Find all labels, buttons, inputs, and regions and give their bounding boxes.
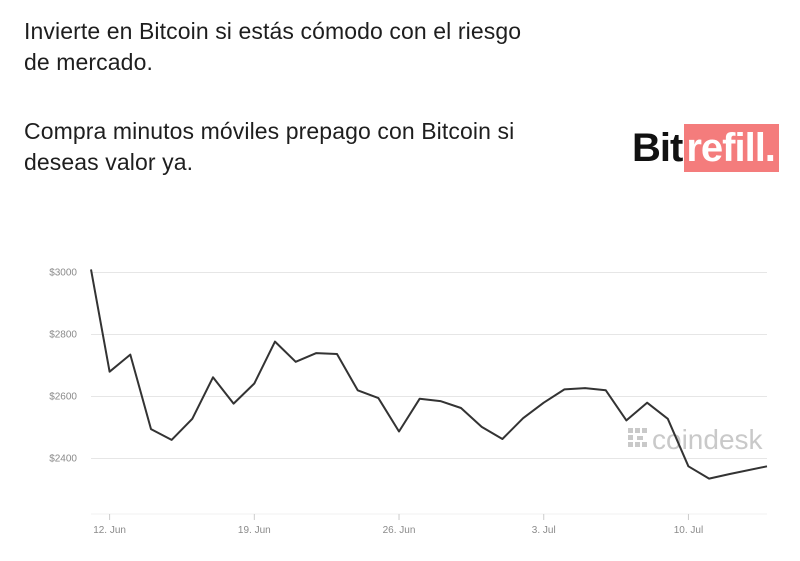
x-tick-label: 26. Jun (383, 525, 416, 536)
headline-prepaid: Compra minutos móviles prepago con Bitco… (24, 118, 515, 175)
y-tick-label: $3000 (49, 268, 77, 279)
y-tick-label: $2800 (49, 330, 77, 341)
coindesk-watermark: coindesk (628, 424, 764, 455)
x-tick-label: 10. Jul (674, 525, 703, 536)
data-points (90, 269, 768, 479)
headline-investment: Invierte en Bitcoin si estás cómodo con … (24, 18, 522, 75)
x-axis: 12. Jun 19. Jun 26. Jun 3. Jul 10. Jul (91, 513, 767, 536)
x-tick-label: 19. Jun (238, 525, 271, 536)
grid-layer: $3000 $2800 $2600 $2400 (49, 268, 767, 465)
logo-part-bit: Bit (632, 126, 683, 170)
price-line (90, 269, 768, 480)
x-tick-label: 3. Jul (532, 525, 556, 536)
bitrefill-logo: Bit refill. (632, 124, 779, 172)
y-tick-label: $2600 (49, 392, 77, 403)
watermark-text: coindesk (652, 424, 764, 455)
logo-part-refill: refill. (684, 124, 779, 172)
y-tick-label: $2400 (49, 454, 77, 465)
coindesk-logo-icon (628, 428, 647, 447)
x-tick-label: 12. Jun (93, 525, 126, 536)
